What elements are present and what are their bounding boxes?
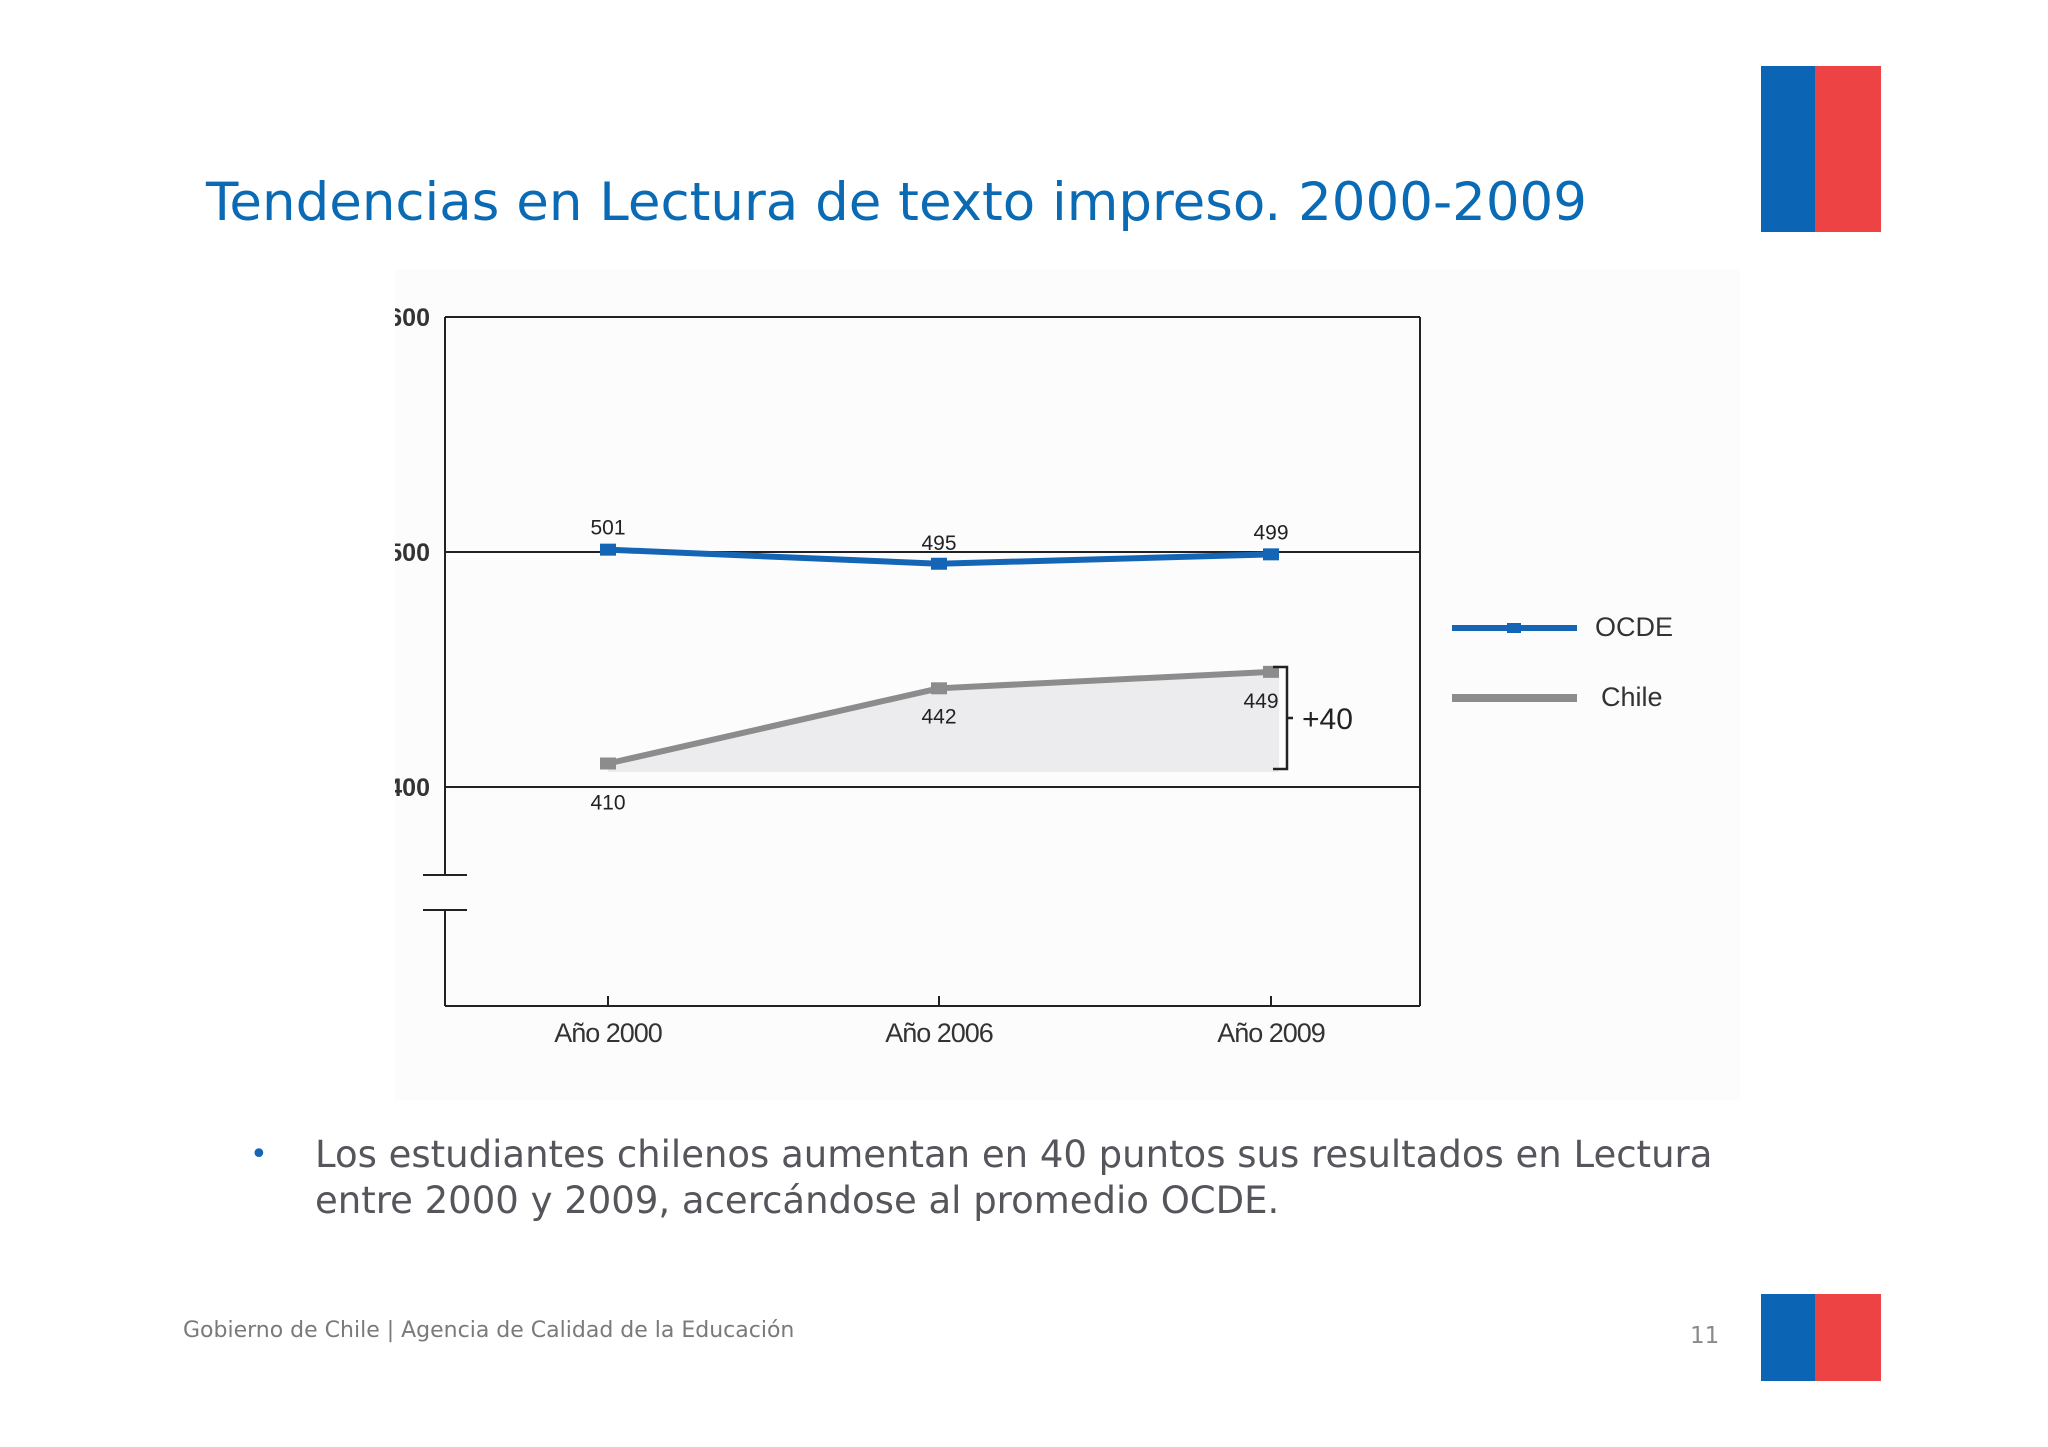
flag-logo-top <box>1761 66 1881 232</box>
y-tick-label: 400 <box>395 774 430 802</box>
page-title: Tendencias en Lectura de texto impreso. … <box>206 172 1587 233</box>
chile-marker <box>1263 665 1279 678</box>
difference-annotation: +40 <box>1302 703 1353 736</box>
chile-data-label: 442 <box>921 705 956 728</box>
ocde-marker <box>600 543 616 556</box>
y-tick-label: 600 <box>395 304 430 332</box>
x-tick-label: Año 2009 <box>1217 1018 1325 1048</box>
x-tick-label: Año 2006 <box>885 1018 993 1048</box>
ocde-data-label: 499 <box>1253 521 1288 544</box>
ocde-marker <box>1263 548 1279 561</box>
page-number: 11 <box>1690 1323 1720 1349</box>
flag-logo-bottom <box>1761 1294 1881 1381</box>
legend-chile-label: Chile <box>1601 682 1663 712</box>
footer-text: Gobierno de Chile | Agencia de Calidad d… <box>183 1318 795 1343</box>
flag-blue-stripe <box>1761 1294 1815 1381</box>
chile-data-label: 449 <box>1243 690 1278 713</box>
legend-ocde-label: OCDE <box>1595 612 1673 642</box>
ocde-data-label: 495 <box>921 532 956 555</box>
bullet-text: Los estudiantes chilenos aumentan en 40 … <box>315 1133 1713 1222</box>
flag-red-stripe <box>1815 66 1881 232</box>
bullet-dot-icon: • <box>250 1137 268 1172</box>
bullet-item: • Los estudiantes chilenos aumentan en 4… <box>240 1132 1720 1224</box>
y-tick-label: 500 <box>395 539 430 567</box>
flag-blue-stripe <box>1761 66 1815 232</box>
ocde-data-label: 501 <box>590 517 625 540</box>
chile-marker <box>931 682 947 695</box>
flag-red-stripe <box>1815 1294 1881 1381</box>
x-tick-label: Año 2000 <box>554 1018 662 1048</box>
chile-marker <box>600 757 616 770</box>
ocde-marker <box>931 557 947 570</box>
chile-data-label: 410 <box>590 792 625 815</box>
chile-shaded-area <box>608 671 1279 772</box>
legend-ocde-marker <box>1507 623 1521 633</box>
